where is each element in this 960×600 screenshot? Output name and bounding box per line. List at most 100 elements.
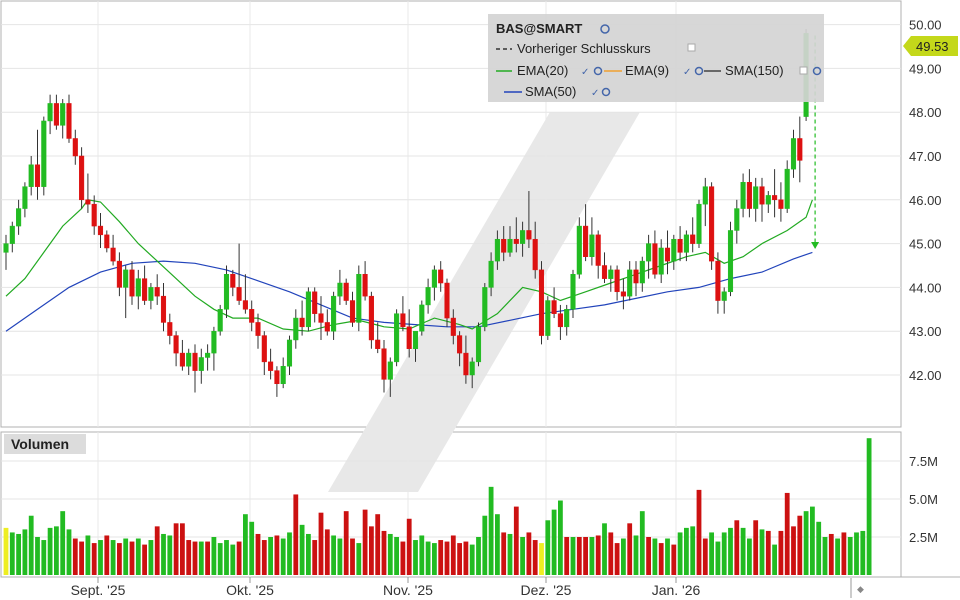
volume-bar xyxy=(318,512,324,575)
candle xyxy=(557,304,563,340)
candle xyxy=(740,173,746,218)
candle xyxy=(620,278,626,310)
candle xyxy=(129,261,135,305)
volume-bar xyxy=(633,535,639,575)
candle xyxy=(217,304,223,336)
settings-icon[interactable] xyxy=(812,66,822,76)
volume-bar xyxy=(488,486,494,575)
volume-bar xyxy=(526,532,532,575)
volume-bar xyxy=(394,537,399,575)
candle xyxy=(104,230,110,253)
volume-bar xyxy=(60,511,66,575)
candle xyxy=(230,269,236,297)
candle-body xyxy=(463,352,469,376)
candle-body xyxy=(778,199,784,209)
scroll-handle-icon[interactable]: ◆ xyxy=(850,578,864,598)
volume-bar xyxy=(539,543,544,575)
volume-bar xyxy=(205,541,210,575)
candle xyxy=(746,169,752,218)
volume-bar xyxy=(362,509,368,575)
volume-bar xyxy=(400,541,406,575)
volume-bar xyxy=(772,544,777,575)
settings-icon[interactable] xyxy=(601,87,611,97)
checkbox-icon[interactable] xyxy=(687,43,696,52)
candle xyxy=(576,217,582,279)
candle xyxy=(28,156,34,196)
candle xyxy=(148,283,154,310)
candle-body xyxy=(797,138,803,161)
candle xyxy=(60,99,66,139)
volume-bar xyxy=(747,538,752,575)
volume-bar xyxy=(16,533,21,575)
candle-body xyxy=(532,238,538,271)
volume-bar xyxy=(602,523,607,575)
candle xyxy=(734,199,740,244)
settings-icon[interactable] xyxy=(600,24,610,34)
checkbox-icon[interactable] xyxy=(799,66,808,75)
candle-body xyxy=(538,269,545,336)
candle-body xyxy=(223,274,230,310)
candle-body xyxy=(135,278,141,297)
candle-body xyxy=(356,274,362,323)
candle-body xyxy=(129,269,135,297)
legend: BAS@SMART Vorheriger Schlusskurs EMA(20)… xyxy=(488,14,824,102)
candle xyxy=(702,177,708,227)
candle-body xyxy=(236,287,242,301)
volume-bar xyxy=(841,532,847,575)
candle xyxy=(305,287,311,332)
candle xyxy=(463,335,469,384)
candle-body xyxy=(47,103,53,122)
candle-body xyxy=(557,313,563,328)
volume-bar xyxy=(324,529,330,575)
volume-bar xyxy=(551,509,557,575)
candle xyxy=(362,261,368,301)
candle xyxy=(677,226,683,262)
volume-bar xyxy=(444,541,450,575)
volume-bar xyxy=(35,537,40,575)
candle-body xyxy=(727,230,734,293)
volume-bar xyxy=(432,543,437,575)
time-tick-label: Dez. '25 xyxy=(521,582,572,598)
volume-bar xyxy=(135,538,141,575)
volume-bar xyxy=(343,511,349,575)
candle xyxy=(135,269,141,310)
volume-bar xyxy=(91,543,97,575)
candle xyxy=(797,116,803,183)
candle xyxy=(72,129,78,165)
candle xyxy=(375,322,381,354)
candle-body xyxy=(759,186,765,205)
candle xyxy=(790,129,797,178)
candle xyxy=(205,344,211,371)
candle xyxy=(211,326,217,371)
volume-bar xyxy=(589,537,595,575)
candle xyxy=(475,322,482,367)
candle-body xyxy=(765,195,771,205)
volume-bar xyxy=(558,500,563,575)
candle-body xyxy=(318,313,324,323)
candle xyxy=(22,182,28,218)
candle-body xyxy=(412,330,419,349)
candle xyxy=(488,252,494,297)
volume-bar xyxy=(753,520,759,575)
candle xyxy=(532,221,538,279)
candle-body xyxy=(501,238,507,253)
candle xyxy=(664,230,671,275)
candle xyxy=(394,309,400,367)
volume-bar xyxy=(337,538,343,575)
candle xyxy=(627,261,633,301)
settings-icon[interactable] xyxy=(694,66,704,76)
candle xyxy=(331,291,337,340)
volume-bar xyxy=(797,515,803,575)
volume-bar xyxy=(299,524,305,575)
volume-bar xyxy=(778,530,784,575)
volume-bar xyxy=(72,538,78,575)
candle-body xyxy=(211,330,217,354)
candle xyxy=(179,339,185,371)
candle-body xyxy=(589,234,595,257)
volume-bar xyxy=(387,533,393,575)
candle-body xyxy=(79,155,85,201)
volume-bar xyxy=(22,529,28,575)
candle-body xyxy=(457,335,463,354)
volume-bar xyxy=(595,535,601,575)
settings-icon[interactable] xyxy=(593,66,603,76)
